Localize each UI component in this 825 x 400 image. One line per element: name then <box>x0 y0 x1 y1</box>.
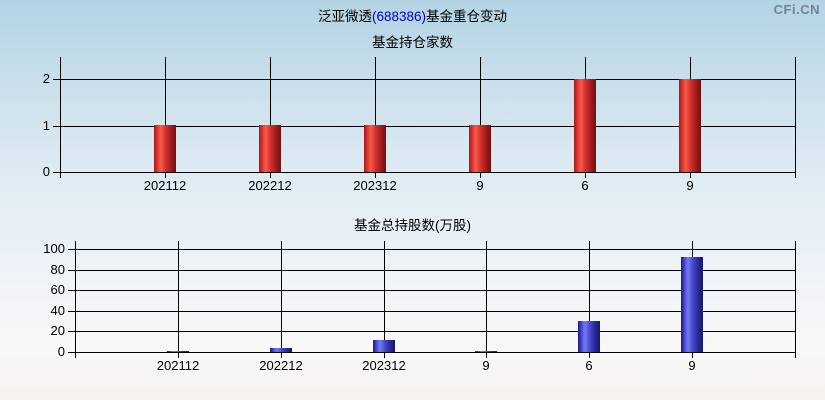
x-tick-label: 202312 <box>362 358 406 373</box>
x-axis-tick <box>270 172 271 178</box>
y-axis-tick <box>68 311 75 312</box>
x-tick-label: 9 <box>686 178 694 193</box>
x-tick-label: 202212 <box>259 358 303 373</box>
x-tick-label: 9 <box>482 358 490 373</box>
gridline-vertical <box>165 57 166 172</box>
bar-red-6 <box>574 79 596 172</box>
title-suffix: 基金重仓变动 <box>426 9 508 24</box>
bar-red-202212 <box>259 125 281 172</box>
x-axis-tick <box>281 352 282 358</box>
gridline-vertical <box>486 241 487 352</box>
gridline-horizontal <box>75 270 795 271</box>
gridline-vertical <box>375 57 376 172</box>
x-axis-tick <box>375 172 376 178</box>
bar-red-202312 <box>364 125 386 172</box>
y-tick-label: 100 <box>43 241 65 256</box>
bar-red-9 <box>679 79 701 172</box>
axis-right <box>795 241 796 358</box>
x-tick-label: 202112 <box>143 178 187 193</box>
y-tick-label: 60 <box>50 282 65 297</box>
axis-right <box>795 57 796 178</box>
x-axis-tick <box>178 352 179 358</box>
x-tick-label: 9 <box>688 358 696 373</box>
gridline-horizontal <box>75 311 795 312</box>
axis-left <box>75 241 76 358</box>
chart2-title: 基金总持股数(万股) <box>354 218 471 233</box>
x-axis-tick <box>486 352 487 358</box>
gridline-vertical <box>589 241 590 352</box>
y-axis-tick <box>53 172 60 173</box>
y-axis-tick <box>68 331 75 332</box>
gridline-vertical <box>384 241 385 352</box>
x-axis-tick <box>690 172 691 178</box>
bar-blue-202312 <box>373 340 395 352</box>
x-axis-tick <box>585 172 586 178</box>
gridline-vertical <box>281 241 282 352</box>
x-axis-tick <box>692 352 693 358</box>
gridline-horizontal <box>75 249 795 250</box>
y-tick-label: 0 <box>42 164 50 179</box>
x-axis-tick <box>384 352 385 358</box>
gridline-horizontal <box>75 352 795 353</box>
gridline-horizontal <box>60 79 795 80</box>
y-tick-label: 80 <box>50 262 65 277</box>
title-stock-name: 泛亚微透 <box>317 9 372 24</box>
y-tick-label: 20 <box>50 323 65 338</box>
gridline-horizontal <box>60 126 795 127</box>
x-tick-label: 202212 <box>248 178 292 193</box>
x-axis-tick <box>165 172 166 178</box>
y-tick-label: 40 <box>50 303 65 318</box>
chart1-title: 基金持仓家数 <box>372 35 453 50</box>
y-axis-tick <box>68 249 75 250</box>
bar-blue-202212 <box>270 348 292 352</box>
title-stock-code: (688386) <box>371 9 427 24</box>
y-axis-tick <box>53 126 60 127</box>
x-axis-tick <box>589 352 590 358</box>
x-tick-label: 6 <box>585 358 593 373</box>
bar-blue-202112 <box>167 351 189 352</box>
gridline-vertical <box>178 241 179 352</box>
y-axis-tick <box>68 352 75 353</box>
gridline-horizontal <box>75 331 795 332</box>
x-tick-label: 6 <box>581 178 589 193</box>
x-tick-label: 202112 <box>156 358 200 373</box>
y-axis-tick <box>68 290 75 291</box>
x-axis-tick <box>480 172 481 178</box>
x-tick-label: 9 <box>476 178 484 193</box>
y-tick-label: 1 <box>42 118 50 133</box>
gridline-horizontal <box>75 290 795 291</box>
bar-blue-9 <box>475 351 497 352</box>
page-title: 泛亚微透(688386)基金重仓变动 <box>0 9 825 24</box>
y-tick-label: 2 <box>42 71 50 86</box>
y-axis-tick <box>53 79 60 80</box>
x-tick-label: 202312 <box>353 178 397 193</box>
y-tick-label: 0 <box>57 344 65 359</box>
bar-blue-9 <box>681 257 703 352</box>
bar-blue-6 <box>578 321 600 352</box>
cfi-watermark-logo: CFi.CN <box>773 2 820 17</box>
gridline-vertical <box>480 57 481 172</box>
y-axis-tick <box>68 270 75 271</box>
axis-left <box>60 57 61 178</box>
bar-red-9 <box>469 125 491 172</box>
bar-red-202112 <box>154 125 176 172</box>
gridline-vertical <box>270 57 271 172</box>
gridline-horizontal <box>60 172 795 173</box>
